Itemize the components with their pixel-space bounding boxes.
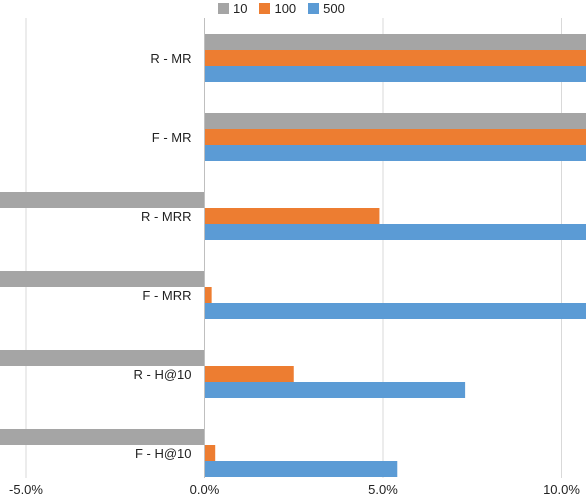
- bar-500-3: [204, 303, 586, 319]
- legend-label: 100: [274, 0, 297, 16]
- legend-label: 500: [323, 0, 345, 16]
- legend-swatch: [218, 2, 229, 14]
- x-tick-label: -5.0%: [9, 482, 43, 496]
- legend-item-100: 100: [259, 1, 296, 16]
- bar-100-3: [204, 287, 212, 303]
- bar-10-1: [204, 113, 586, 129]
- bar-500-0: [204, 66, 586, 82]
- category-labels: R - MR F - MR R - MRR F - MRR R - H@10 F - H@…: [134, 51, 192, 461]
- x-tick-label: 10.0%: [543, 482, 580, 496]
- bar-10-2: [0, 192, 205, 208]
- legend-item-500: 500: [308, 1, 345, 16]
- bar-10-5: [0, 429, 205, 445]
- category-label: R - H@10: [134, 367, 192, 382]
- bars: [0, 34, 586, 477]
- bar-500-5: [204, 461, 398, 477]
- category-label: R - MRR: [141, 209, 192, 224]
- legend-label: 10: [233, 0, 248, 16]
- legend-item-10: 10: [218, 1, 247, 16]
- x-tick-label: 5.0%: [368, 482, 398, 496]
- bar-100-0: [204, 50, 586, 66]
- bar-500-4: [204, 382, 466, 398]
- x-tick-label: 0.0%: [190, 482, 220, 496]
- bar-100-4: [204, 366, 294, 382]
- legend: 10 100 500: [218, 0, 345, 16]
- category-label: R - MR: [150, 51, 191, 66]
- x-tick-labels: -10.0%-5.0%0.0%5.0%10.0%15.0%20.0%: [9, 482, 580, 496]
- bar-10-4: [0, 350, 205, 366]
- bar-500-1: [204, 145, 586, 161]
- bar-100-1: [204, 129, 586, 145]
- bar-10-3: [0, 271, 205, 287]
- bar-500-2: [204, 224, 586, 240]
- grid-lines: [25, 18, 562, 478]
- legend-swatch: [259, 2, 271, 14]
- bar-100-2: [204, 208, 380, 224]
- bar-100-5: [204, 445, 216, 461]
- category-label: F - MRR: [142, 288, 191, 303]
- category-label: F - MR: [152, 130, 192, 145]
- category-label: F - H@10: [135, 446, 192, 461]
- legend-swatch: [308, 2, 320, 14]
- bar-10-0: [204, 34, 586, 50]
